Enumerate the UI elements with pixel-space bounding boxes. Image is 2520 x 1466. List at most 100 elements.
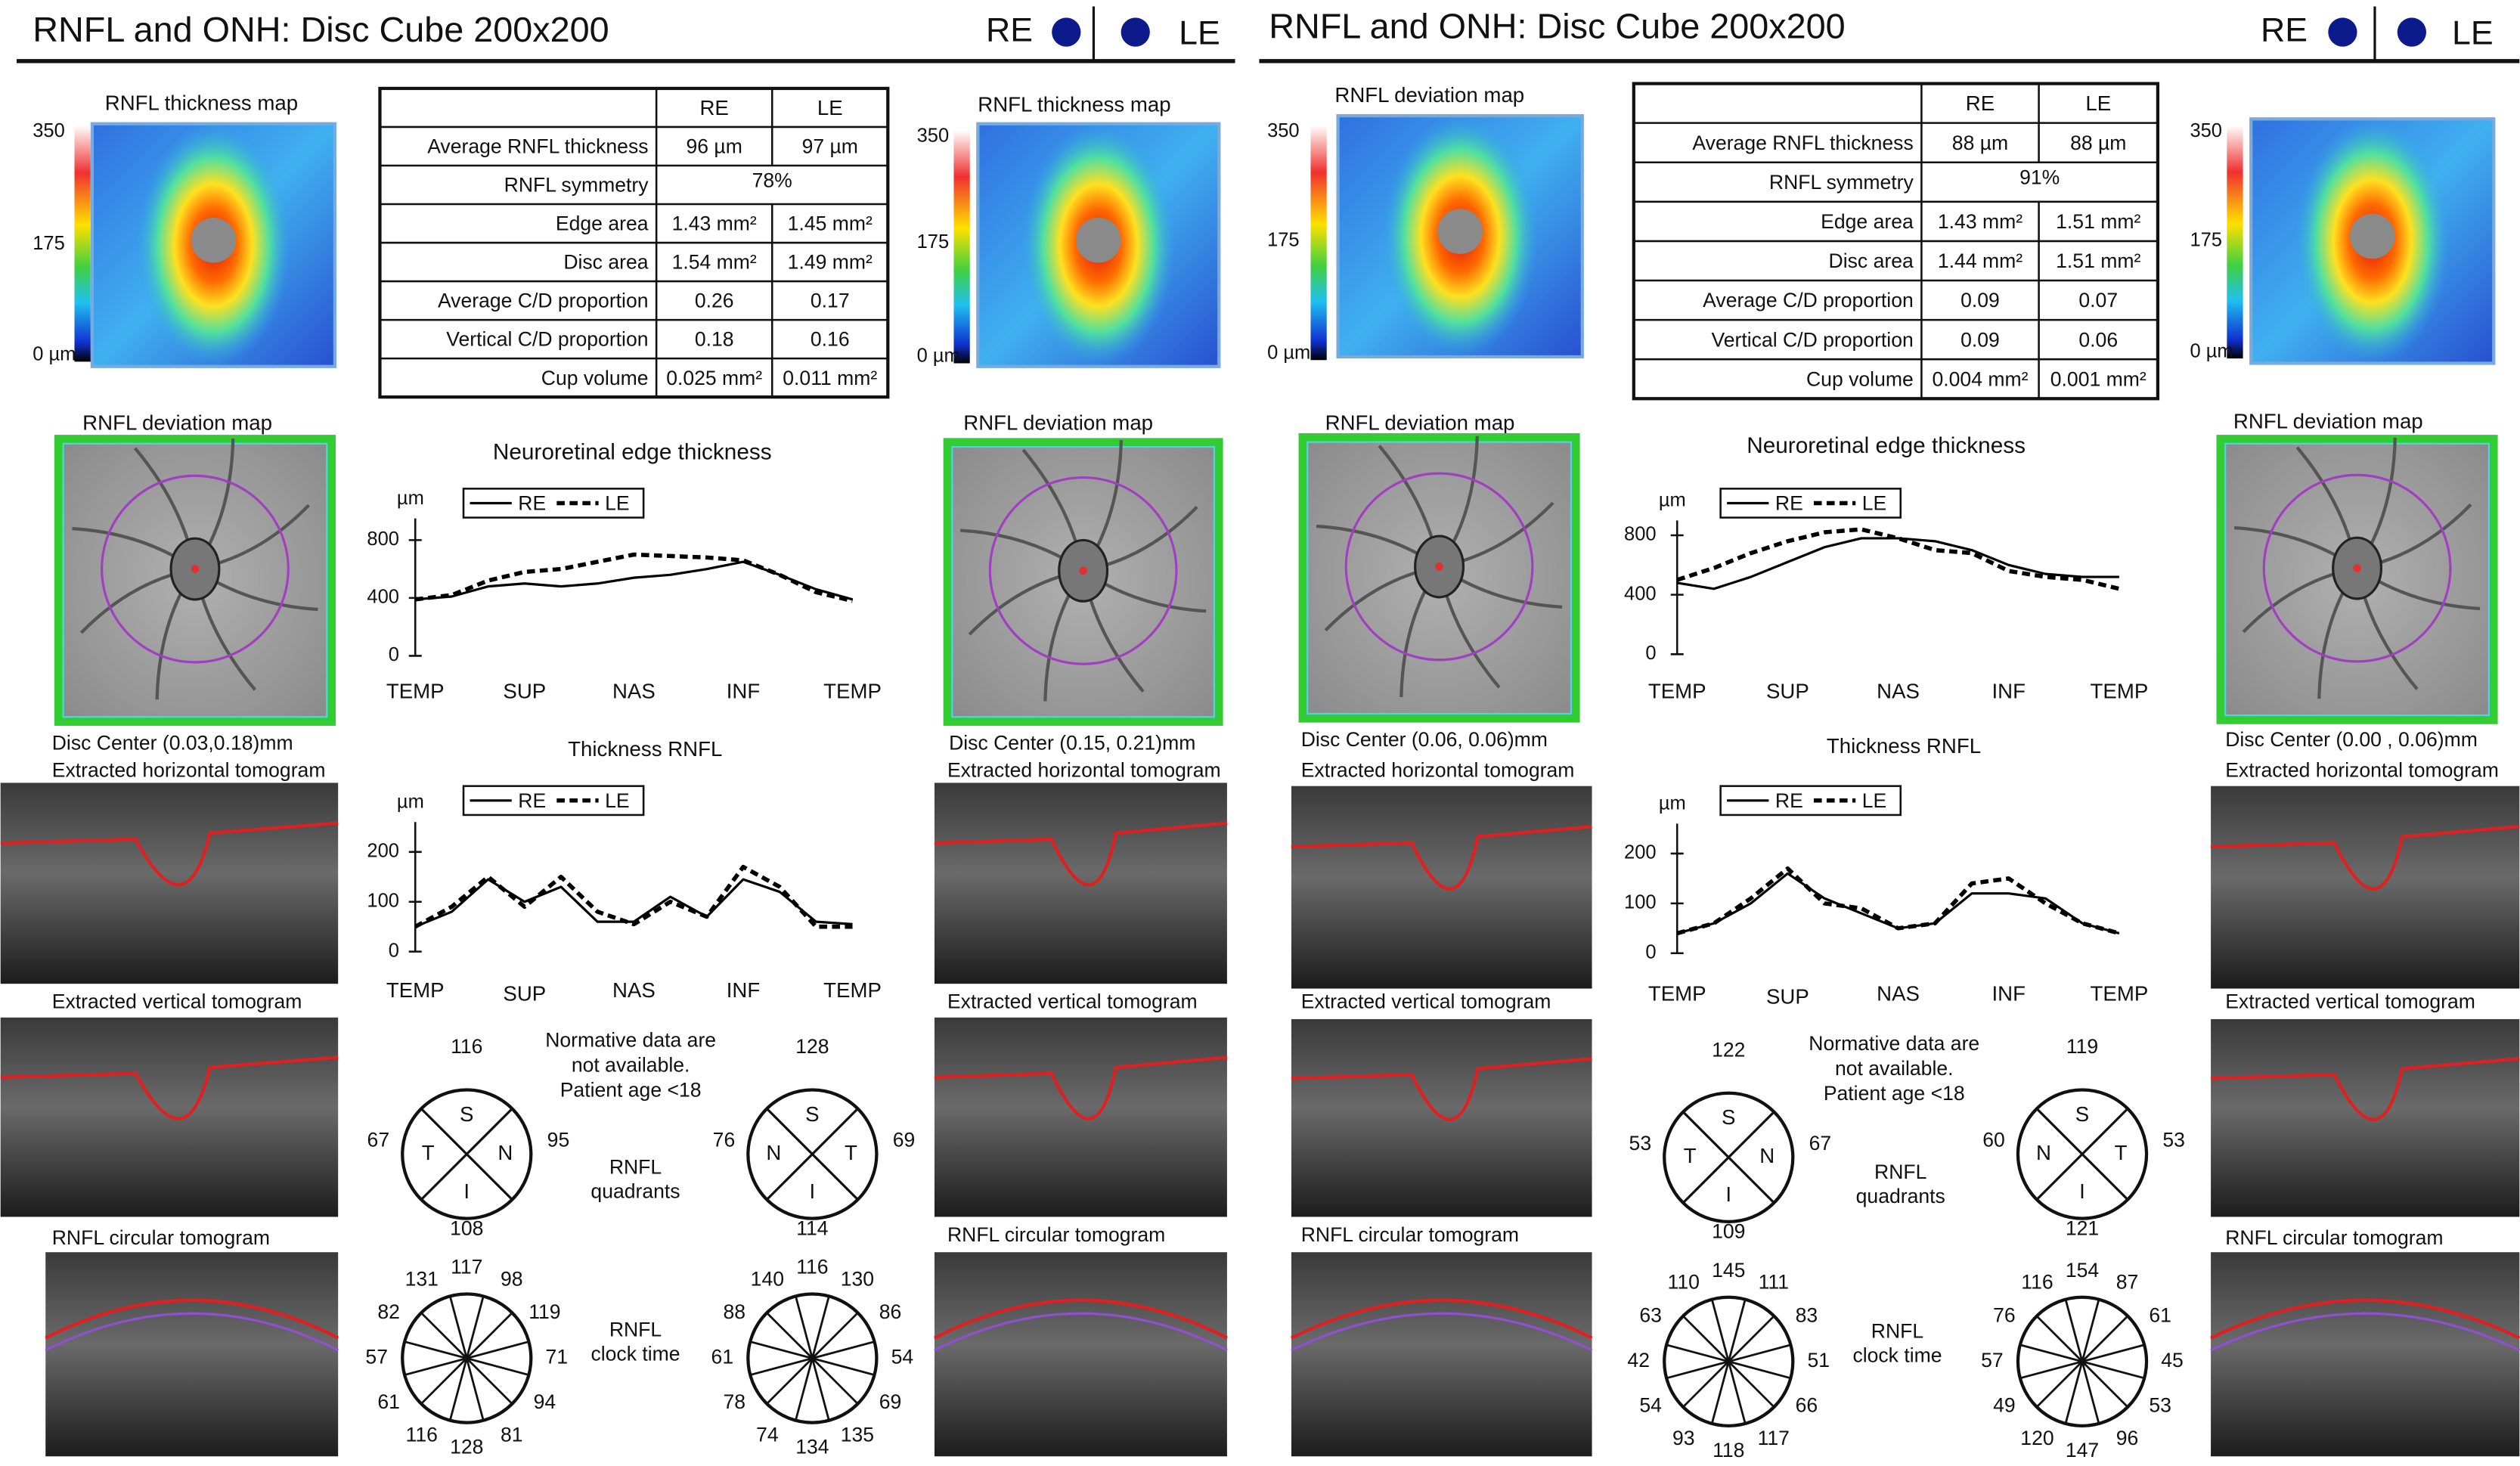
table-cell: 88 µm [2070, 132, 2126, 154]
quadrant-value: 128 [795, 1035, 829, 1058]
tomogram-label: Extracted horizontal tomogram [947, 759, 1221, 782]
disc-center-label: Disc Center (0.00 , 0.06)mm [2225, 728, 2478, 751]
clock-caption: RNFL [1871, 1320, 1923, 1343]
disc-center-label: Disc Center (0.03,0.18)mm [52, 731, 293, 754]
fundus-inner [2224, 442, 2490, 717]
clock-caption: RNFL [609, 1318, 662, 1340]
x-tick-label: SUP [503, 680, 546, 703]
quadrant-caption: quadrants [1856, 1185, 1945, 1207]
clock-spoke [1710, 1299, 1747, 1424]
series-line [1676, 537, 2119, 590]
y-tick-label: 200 [1624, 842, 1657, 863]
clock-value: 83 [1796, 1303, 1818, 1326]
table-cell: 1.51 mm² [2056, 249, 2140, 272]
scale-label: 175 [1267, 230, 1300, 251]
quadrant-value: 122 [1712, 1038, 1745, 1061]
rnfl-boundary [1291, 825, 1592, 891]
clock-value: 116 [796, 1256, 828, 1278]
table-cell: 0.07 [2078, 289, 2118, 311]
optic-disc [2349, 213, 2395, 259]
tomogram-label: RNFL circular tomogram [2225, 1226, 2443, 1249]
series-line [414, 878, 853, 928]
chart-title: Thickness RNFL [568, 737, 722, 761]
table-label: Cup volume [1806, 367, 1914, 390]
clock-value: 86 [879, 1300, 902, 1323]
clock-value: 42 [1627, 1349, 1650, 1371]
y-tick-label: 100 [1624, 892, 1657, 913]
clock-value: 120 [2020, 1427, 2054, 1449]
quadrant-value: 53 [2162, 1129, 2185, 1151]
clock-value: 98 [501, 1267, 523, 1290]
normative-note: Patient age <18 [1824, 1082, 1965, 1105]
x-tick-label: TEMP [386, 978, 445, 1002]
clock-value: 134 [795, 1436, 829, 1458]
eye-label: RE [986, 11, 1033, 48]
quadrant-value: 67 [1809, 1132, 1832, 1155]
y-tick-label: 400 [367, 587, 399, 608]
table-label: RNFL symmetry [504, 174, 649, 197]
disc-center-label: Disc Center (0.06, 0.06)mm [1301, 728, 1548, 751]
disc-center-label: Disc Center (0.15, 0.21)mm [949, 731, 1195, 754]
scale-label: 175 [33, 233, 65, 254]
legend-label: LE [1862, 789, 1887, 812]
table-cell: 0.09 [1961, 328, 2000, 351]
clock-value: 66 [1796, 1393, 1818, 1416]
scan-circle [1344, 472, 1534, 662]
x-tick-label: TEMP [386, 680, 445, 703]
quadrant-value: 121 [2066, 1217, 2099, 1239]
rnfl-boundary [0, 1055, 339, 1120]
table-cell: 0.18 [695, 328, 734, 351]
clock-value: 117 [1758, 1427, 1790, 1449]
x-tick-label: INF [727, 978, 761, 1002]
x-tick-label: TEMP [2091, 981, 2149, 1005]
clock-value: 119 [528, 1300, 560, 1323]
clock-value: 154 [2066, 1259, 2099, 1282]
y-tick-label: 0 [1645, 643, 1656, 664]
x-tick-label: NAS [1877, 981, 1920, 1005]
quadrant-letter: N [1759, 1144, 1775, 1167]
rnfl-inner [934, 1312, 1228, 1352]
clock-value: 140 [751, 1267, 784, 1290]
table-label: RNFL symmetry [1769, 171, 1914, 194]
clock-value: 135 [841, 1424, 874, 1446]
series-line [1676, 866, 2120, 936]
tomogram-label: RNFL circular tomogram [947, 1223, 1165, 1246]
x-tick-label: TEMP [823, 978, 882, 1002]
chart-title: Neuroretinal edge thickness [1747, 433, 2026, 458]
scale-label: 0 µm [917, 346, 960, 367]
normative-note: Patient age <18 [560, 1079, 702, 1102]
table-label: Disc area [563, 251, 648, 274]
table-cell: 0.06 [2078, 328, 2118, 351]
table-header: RE [699, 96, 728, 119]
clock-value: 81 [501, 1424, 523, 1446]
quadrant-value: 95 [547, 1129, 570, 1151]
normative-note: not available. [1835, 1057, 1954, 1080]
x-tick-label: INF [1992, 680, 2026, 703]
normative-note: Normative data are [1809, 1032, 1979, 1055]
x-tick-label: NAS [612, 680, 656, 703]
clock-value: 71 [546, 1346, 569, 1368]
disc-center [2353, 564, 2361, 572]
table-cell: 96 µm [687, 135, 742, 158]
table-cell: 1.51 mm² [2056, 210, 2140, 233]
fundus-inner [1306, 441, 1572, 715]
clock-value: 61 [711, 1346, 734, 1368]
series-line [1676, 872, 2120, 934]
map-title: RNFL deviation map [1325, 411, 1515, 435]
disc-center [1435, 563, 1443, 571]
fundus-inner [951, 445, 1215, 718]
color-bar [2227, 125, 2243, 359]
rnfl-boundary [934, 821, 1228, 887]
table-cell: 78% [752, 169, 792, 191]
table-label: Cup volume [541, 367, 649, 389]
rnfl-boundary [2211, 825, 2520, 891]
quadrant-letter: T [1684, 1144, 1697, 1167]
rnfl-boundary [2210, 1298, 2520, 1340]
clock-value: 53 [2149, 1393, 2171, 1416]
tomogram [45, 1252, 339, 1457]
clock-value: 57 [365, 1346, 388, 1368]
scale-label: 175 [917, 231, 950, 253]
eye-dot [2397, 17, 2426, 47]
quadrant-letter: T [845, 1141, 857, 1164]
table-header: LE [2085, 91, 2111, 115]
